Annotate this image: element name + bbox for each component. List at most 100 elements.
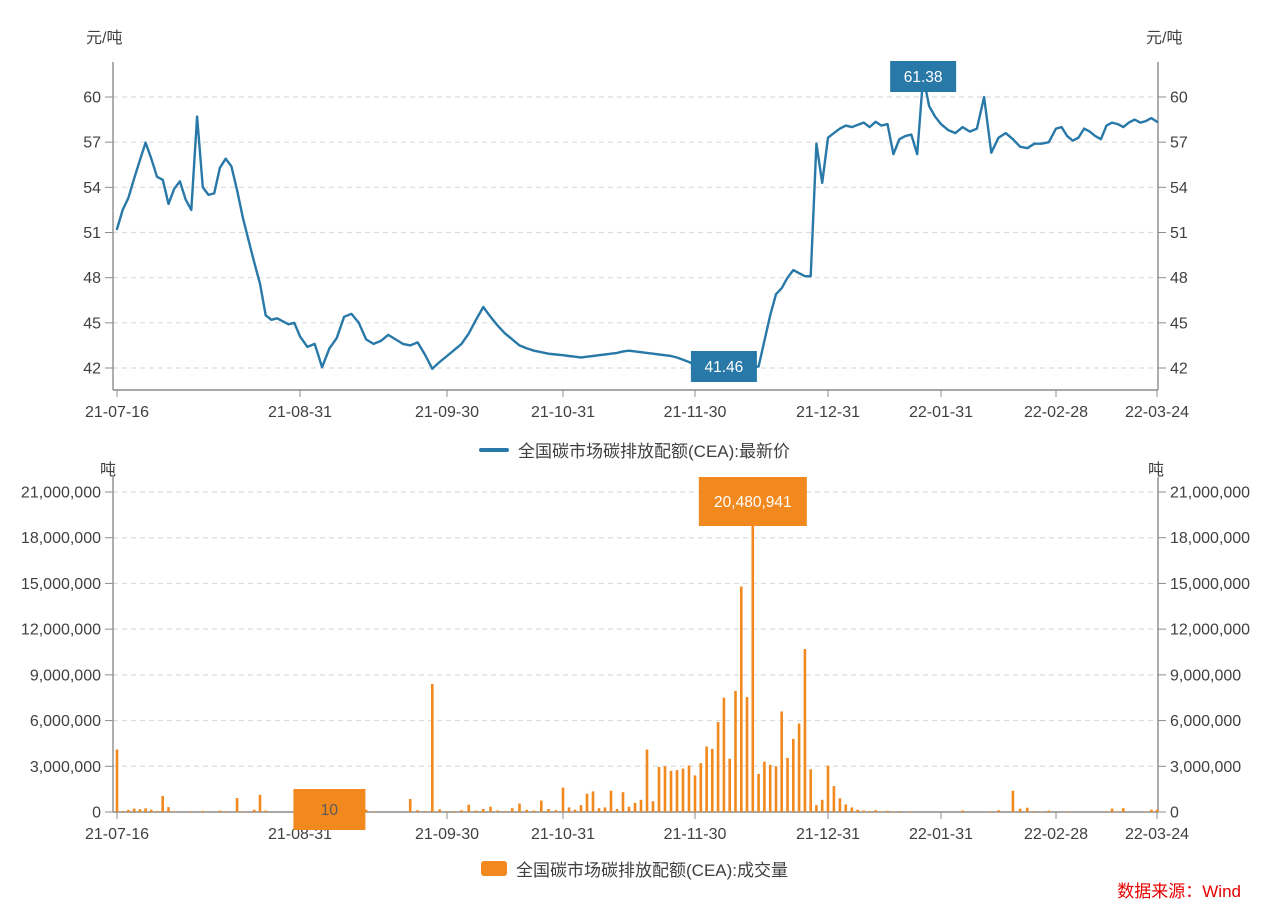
data-callout-text: 61.38 [904,69,943,86]
top-chart-right-unit-label: 元/吨 [1146,30,1183,47]
y-axis-label-left: 12,000,000 [21,622,101,639]
y-axis-label-right: 45 [1170,315,1188,332]
top-chart-left-unit-label: 元/吨 [86,30,123,47]
volume-bar [1047,810,1051,812]
volume-bar [850,807,854,812]
volume-bar [711,748,714,812]
volume-bars[interactable] [115,499,1159,812]
volume-bar [525,809,529,812]
volume-bar [687,765,691,812]
volume-bar [155,811,159,812]
data-callout-text: 41.46 [705,359,744,376]
volume-bar [669,770,673,812]
volume-bar [774,766,778,812]
volume-bar [503,811,507,812]
y-axis-label-left: 42 [83,361,101,378]
volume-bar [716,722,720,812]
volume-bar [445,811,449,812]
x-axis-label: 21-07-16 [85,826,149,843]
volume-bar [474,810,478,812]
volume-bar [809,769,812,812]
x-axis-label: 22-03-24 [1125,826,1189,843]
volume-bar [241,811,245,812]
volume-bar [431,684,434,812]
y-axis-label-right: 18,000,000 [1170,530,1250,547]
volume-bar [768,764,772,812]
y-axis-label-right: 0 [1170,805,1179,822]
bottom-chart-left-unit-label: 吨 [100,462,117,479]
x-axis-label: 21-10-31 [531,826,595,843]
volume-bar [645,749,649,812]
volume-bar [874,810,877,812]
volume-bar [792,738,795,812]
x-axis-label: 21-09-30 [415,826,479,843]
volume-bar [190,811,193,812]
volume-bar [1065,811,1069,812]
x-axis-label: 21-09-30 [415,404,479,421]
price-line-legend-swatch [479,447,509,452]
volume-bar [167,807,170,812]
y-axis-label-left: 21,000,000 [21,485,101,502]
y-axis-label-left: 0 [92,805,101,822]
data-callout-text: 10 [321,802,339,819]
volume-bar [201,810,205,812]
y-axis-label-left: 9,000,000 [30,667,101,684]
volume-bar [1011,790,1015,812]
volume-bar [561,787,565,812]
data-source-note: 数据来源：Wind [1117,882,1241,901]
volume-bar [699,763,703,812]
volume-bar [218,810,222,812]
y-axis-label-right: 21,000,000 [1170,485,1250,502]
x-axis-label: 22-02-28 [1024,826,1088,843]
volume-bar [224,811,227,812]
y-axis-label-right: 57 [1170,135,1188,152]
volume-bar [838,798,842,812]
volume-bar [585,793,589,812]
data-callout-label [890,61,957,92]
volume-bar [547,809,550,812]
y-axis-label-right: 60 [1170,90,1188,107]
volume-bar [121,811,124,812]
volume-bar [1116,811,1119,812]
y-axis-label-right: 48 [1170,270,1188,287]
volume-bar [1105,811,1108,812]
y-axis-label-right: 9,000,000 [1170,667,1241,684]
volume-bar [675,770,679,812]
x-axis-label: 21-08-31 [268,826,332,843]
price-legend-label: 全国碳市场碳排放配额(CEA):最新价 [518,442,790,461]
volume-bar [780,711,783,812]
data-callout-label [690,351,757,382]
y-axis-label-left: 60 [83,90,101,107]
volume-bar [591,791,595,812]
volume-bar [868,811,871,812]
volume-bar [997,810,1000,812]
volume-bar [372,811,375,812]
price-line-series[interactable] [115,74,1159,378]
volume-bar [144,808,147,812]
volume-bar [803,649,807,812]
volume-bar [757,773,760,812]
volume-bar [1155,809,1159,812]
volume-bar [423,811,427,812]
volume-bar [489,806,492,812]
volume-bar [408,799,412,812]
volume-bar [603,807,607,812]
volume-bar [518,803,521,812]
volume-bar [258,794,262,812]
y-axis-label-left: 45 [83,315,101,332]
volume-bar [862,810,865,812]
volume-bar [856,809,859,812]
volume-bar [1110,808,1114,812]
volume-bar [651,801,655,812]
volume-bar [496,810,499,812]
volume-bar [886,810,889,812]
volume-bar [826,765,830,812]
volume-bar [910,811,913,812]
volume-bar [150,809,153,812]
volume-bar [820,799,824,812]
volume-bar [467,804,470,812]
volume-bar [540,800,543,812]
volume-bar [740,586,743,812]
volume-bar [115,749,119,812]
